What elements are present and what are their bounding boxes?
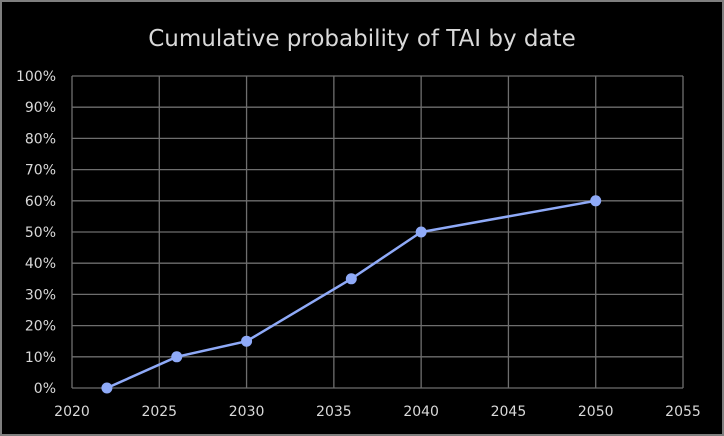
x-tick-label: 2040 (403, 404, 439, 420)
y-tick-label: 100% (16, 69, 56, 85)
data-point (415, 226, 427, 238)
data-point (345, 273, 357, 285)
y-tick-label: 60% (25, 194, 56, 210)
y-tick-label: 50% (25, 225, 56, 241)
data-point (241, 335, 253, 347)
y-tick-label: 20% (25, 319, 56, 335)
data-point (101, 382, 113, 394)
y-tick-label: 40% (25, 256, 56, 272)
series-line (106, 199, 596, 390)
x-tick-label: 2020 (54, 404, 90, 420)
y-tick-label: 70% (25, 163, 56, 179)
y-tick-label: 80% (25, 131, 56, 147)
x-tick-label: 2055 (665, 404, 701, 420)
x-tick-label: 2045 (491, 404, 527, 420)
x-tick-label: 2025 (141, 404, 177, 420)
chart-title: Cumulative probability of TAI by date (148, 26, 576, 52)
y-tick-label: 30% (25, 287, 56, 303)
data-point (171, 351, 183, 363)
x-tick-label: 2050 (578, 404, 614, 420)
y-tick-label: 10% (25, 350, 56, 366)
x-tick-label: 2030 (229, 404, 265, 420)
data-point (590, 195, 602, 207)
x-tick-label: 2035 (316, 404, 352, 420)
y-tick-label: 0% (34, 381, 56, 397)
y-tick-label: 90% (25, 100, 56, 116)
